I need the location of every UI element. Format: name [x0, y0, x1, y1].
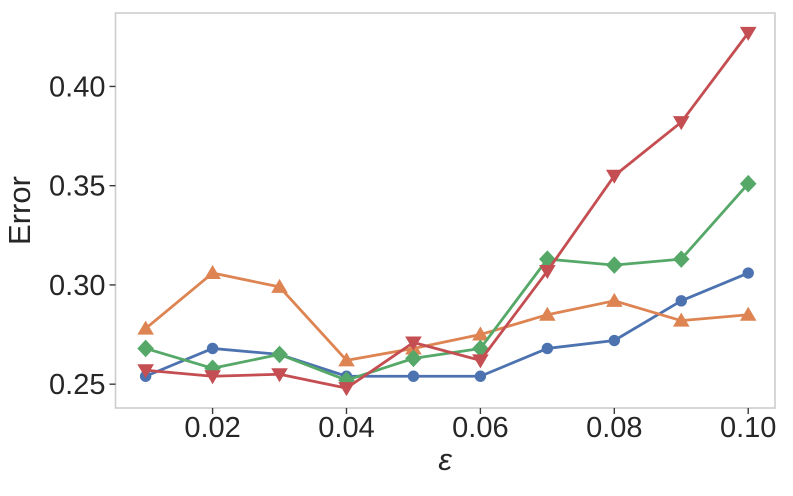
blue-circles-point [608, 334, 621, 347]
red-triangles-down-point [539, 265, 556, 280]
orange-triangles-up-point [338, 352, 355, 367]
y-tick-label: 0.40 [49, 71, 105, 103]
x-tick-label: 0.08 [586, 412, 642, 444]
y-tick-label: 0.25 [49, 369, 105, 401]
red-triangles-down-point [271, 368, 288, 383]
y-tick-label: 0.30 [49, 270, 105, 302]
blue-circles-line [144, 271, 750, 378]
green-diamonds-point [137, 339, 154, 358]
orange-triangles-up-line [144, 271, 750, 362]
series-green-diamonds [137, 174, 757, 390]
green-diamonds-point [472, 339, 489, 358]
data-series [137, 26, 757, 397]
blue-circles-point [474, 370, 487, 382]
blue-circles-point [675, 295, 687, 307]
green-diamonds-point [204, 359, 221, 378]
green-diamonds-point [606, 256, 623, 274]
red-triangles-down-point [405, 336, 422, 351]
orange-triangles-up-point [739, 306, 757, 321]
blue-circles-point [407, 370, 420, 382]
red-triangles-down-point [672, 116, 690, 131]
red-triangles-down-point [137, 364, 154, 379]
green-diamonds-point [405, 349, 422, 368]
x-axis-ticks: 0.02 0.04 0.06 0.08 0.10 [184, 408, 776, 444]
orange-triangles-up-point [606, 292, 623, 307]
plot-frame [114, 12, 776, 409]
red-triangles-down-line [144, 31, 750, 390]
blue-circles-point [541, 342, 554, 355]
orange-triangles-up-point [204, 265, 221, 280]
red-triangles-down-point [338, 382, 355, 397]
orange-triangles-up-point [271, 278, 288, 293]
red-triangles-down-point [606, 169, 623, 184]
blue-circles-point [206, 342, 219, 355]
series-red-triangles-down [137, 26, 757, 397]
x-tick-label: 0.10 [720, 412, 776, 444]
orange-triangles-up-point [539, 306, 556, 321]
y-tick-label: 0.35 [49, 171, 105, 203]
orange-triangles-up-point [672, 312, 690, 327]
x-axis-label: ε [438, 442, 452, 477]
x-tick-label: 0.02 [184, 412, 240, 444]
red-triangles-down-point [204, 370, 221, 385]
orange-triangles-up-point [472, 326, 489, 341]
series-orange-triangles-up [137, 265, 757, 367]
x-tick-label: 0.06 [452, 412, 508, 444]
y-axis-label: Error [2, 176, 37, 245]
y-axis-ticks: 0.25 0.30 0.35 0.40 [49, 71, 116, 401]
red-triangles-down-point [739, 26, 757, 41]
green-diamonds-line [144, 182, 750, 382]
x-tick-label: 0.04 [318, 412, 374, 444]
orange-triangles-up-point [137, 320, 154, 335]
green-diamonds-point [739, 174, 757, 193]
blue-circles-point [742, 267, 754, 279]
green-diamonds-point [271, 345, 288, 364]
green-diamonds-point [539, 250, 556, 268]
red-triangles-down-point [472, 354, 489, 369]
green-diamonds-point [672, 250, 690, 268]
